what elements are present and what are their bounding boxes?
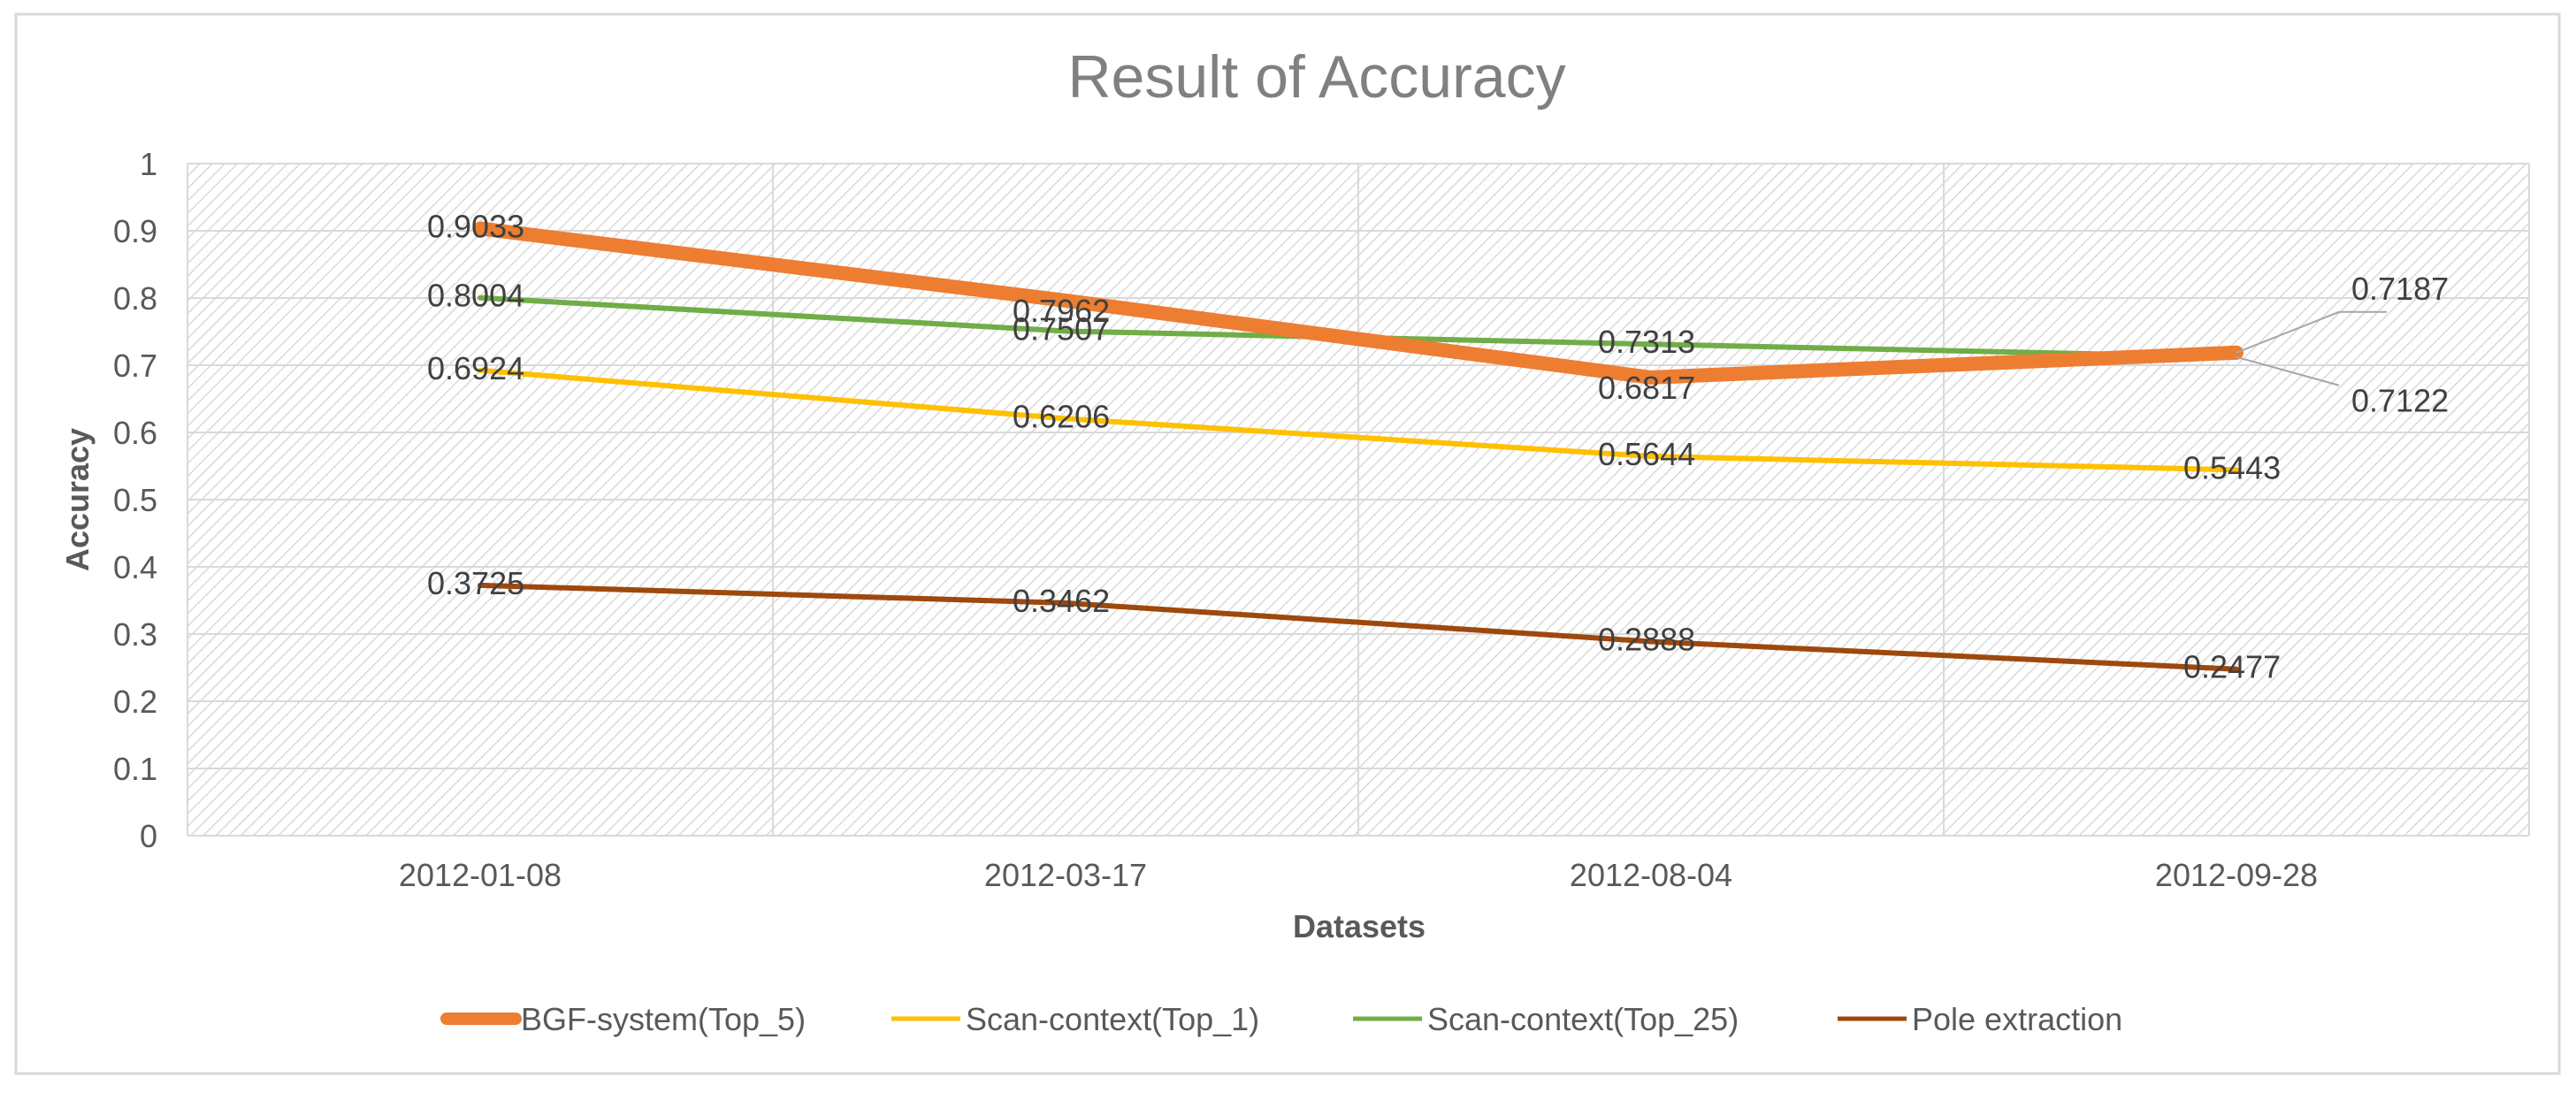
legend-label: Pole extraction [1912, 1001, 2122, 1037]
y-tick-label: 0.5 [113, 482, 157, 518]
y-tick-label: 0.7 [113, 348, 157, 384]
legend-label: Scan-context(Top_25) [1427, 1001, 1739, 1037]
series-lines [473, 221, 2243, 672]
data-label: 0.5443 [2183, 449, 2281, 485]
y-tick-label: 0.2 [113, 684, 157, 720]
data-label: 0.2888 [1598, 622, 1695, 658]
leader-line [2236, 355, 2340, 386]
y-tick-label: 0.1 [113, 751, 157, 787]
data-label: 0.9033 [427, 208, 524, 244]
y-axis-ticks: 0 0.1 0.2 0.3 0.4 0.5 0.6 0.7 0.8 0.9 1 [113, 146, 157, 854]
legend-label: BGF-system(Top_5) [521, 1001, 806, 1037]
x-tick-label: 2012-08-04 [1570, 857, 1732, 893]
chart-title: Result of Accuracy [1067, 43, 1565, 111]
series-line-0 [473, 221, 2243, 385]
x-tick-label: 2012-03-17 [984, 857, 1147, 893]
legend: BGF-system(Top_5) Scan-context(Top_1) Scan… [440, 1001, 2122, 1037]
leader-line [2236, 310, 2387, 354]
y-tick-label: 0 [140, 818, 157, 854]
y-tick-label: 0.6 [113, 415, 157, 451]
legend-label: Scan-context(Top_1) [966, 1001, 1259, 1037]
data-label: 0.3725 [427, 565, 524, 601]
series-line-1 [478, 367, 2239, 473]
data-label: 0.6206 [1013, 398, 1110, 434]
data-label: 0.7313 [1598, 324, 1695, 360]
data-label: 0.5644 [1598, 436, 1695, 472]
series-line-3 [478, 582, 2239, 672]
data-label: 0.7187 [2351, 271, 2449, 307]
data-label: 0.2477 [2183, 649, 2281, 685]
x-axis-title: Datasets [1293, 908, 1426, 944]
data-label: 0.8004 [427, 278, 524, 314]
leader-lines [2236, 310, 2387, 386]
x-axis-ticks: 2012-01-08 2012-03-17 2012-08-04 2012-09-28 [399, 857, 2318, 893]
x-tick-label: 2012-01-08 [399, 857, 562, 893]
y-tick-label: 0.3 [113, 616, 157, 653]
data-label: 0.7507 [1013, 310, 1110, 347]
y-axis-title: Accuracy [59, 428, 96, 571]
data-label: 0.6924 [427, 350, 524, 386]
y-tick-label: 0.9 [113, 213, 157, 249]
data-labels: 0.9033 0.7962 0.6817 0.7187 0.6924 0.6206 0.56… [427, 208, 2449, 684]
data-label: 0.7122 [2351, 383, 2449, 419]
y-tick-label: 0.8 [113, 280, 157, 317]
x-tick-label: 2012-09-28 [2155, 857, 2318, 893]
y-tick-label: 0.4 [113, 549, 157, 585]
y-tick-label: 1 [140, 146, 157, 182]
data-label: 0.6817 [1598, 370, 1695, 406]
data-label: 0.3462 [1013, 583, 1110, 619]
gridlines [187, 163, 2530, 837]
data-label: 0.7962 [1013, 293, 1110, 329]
